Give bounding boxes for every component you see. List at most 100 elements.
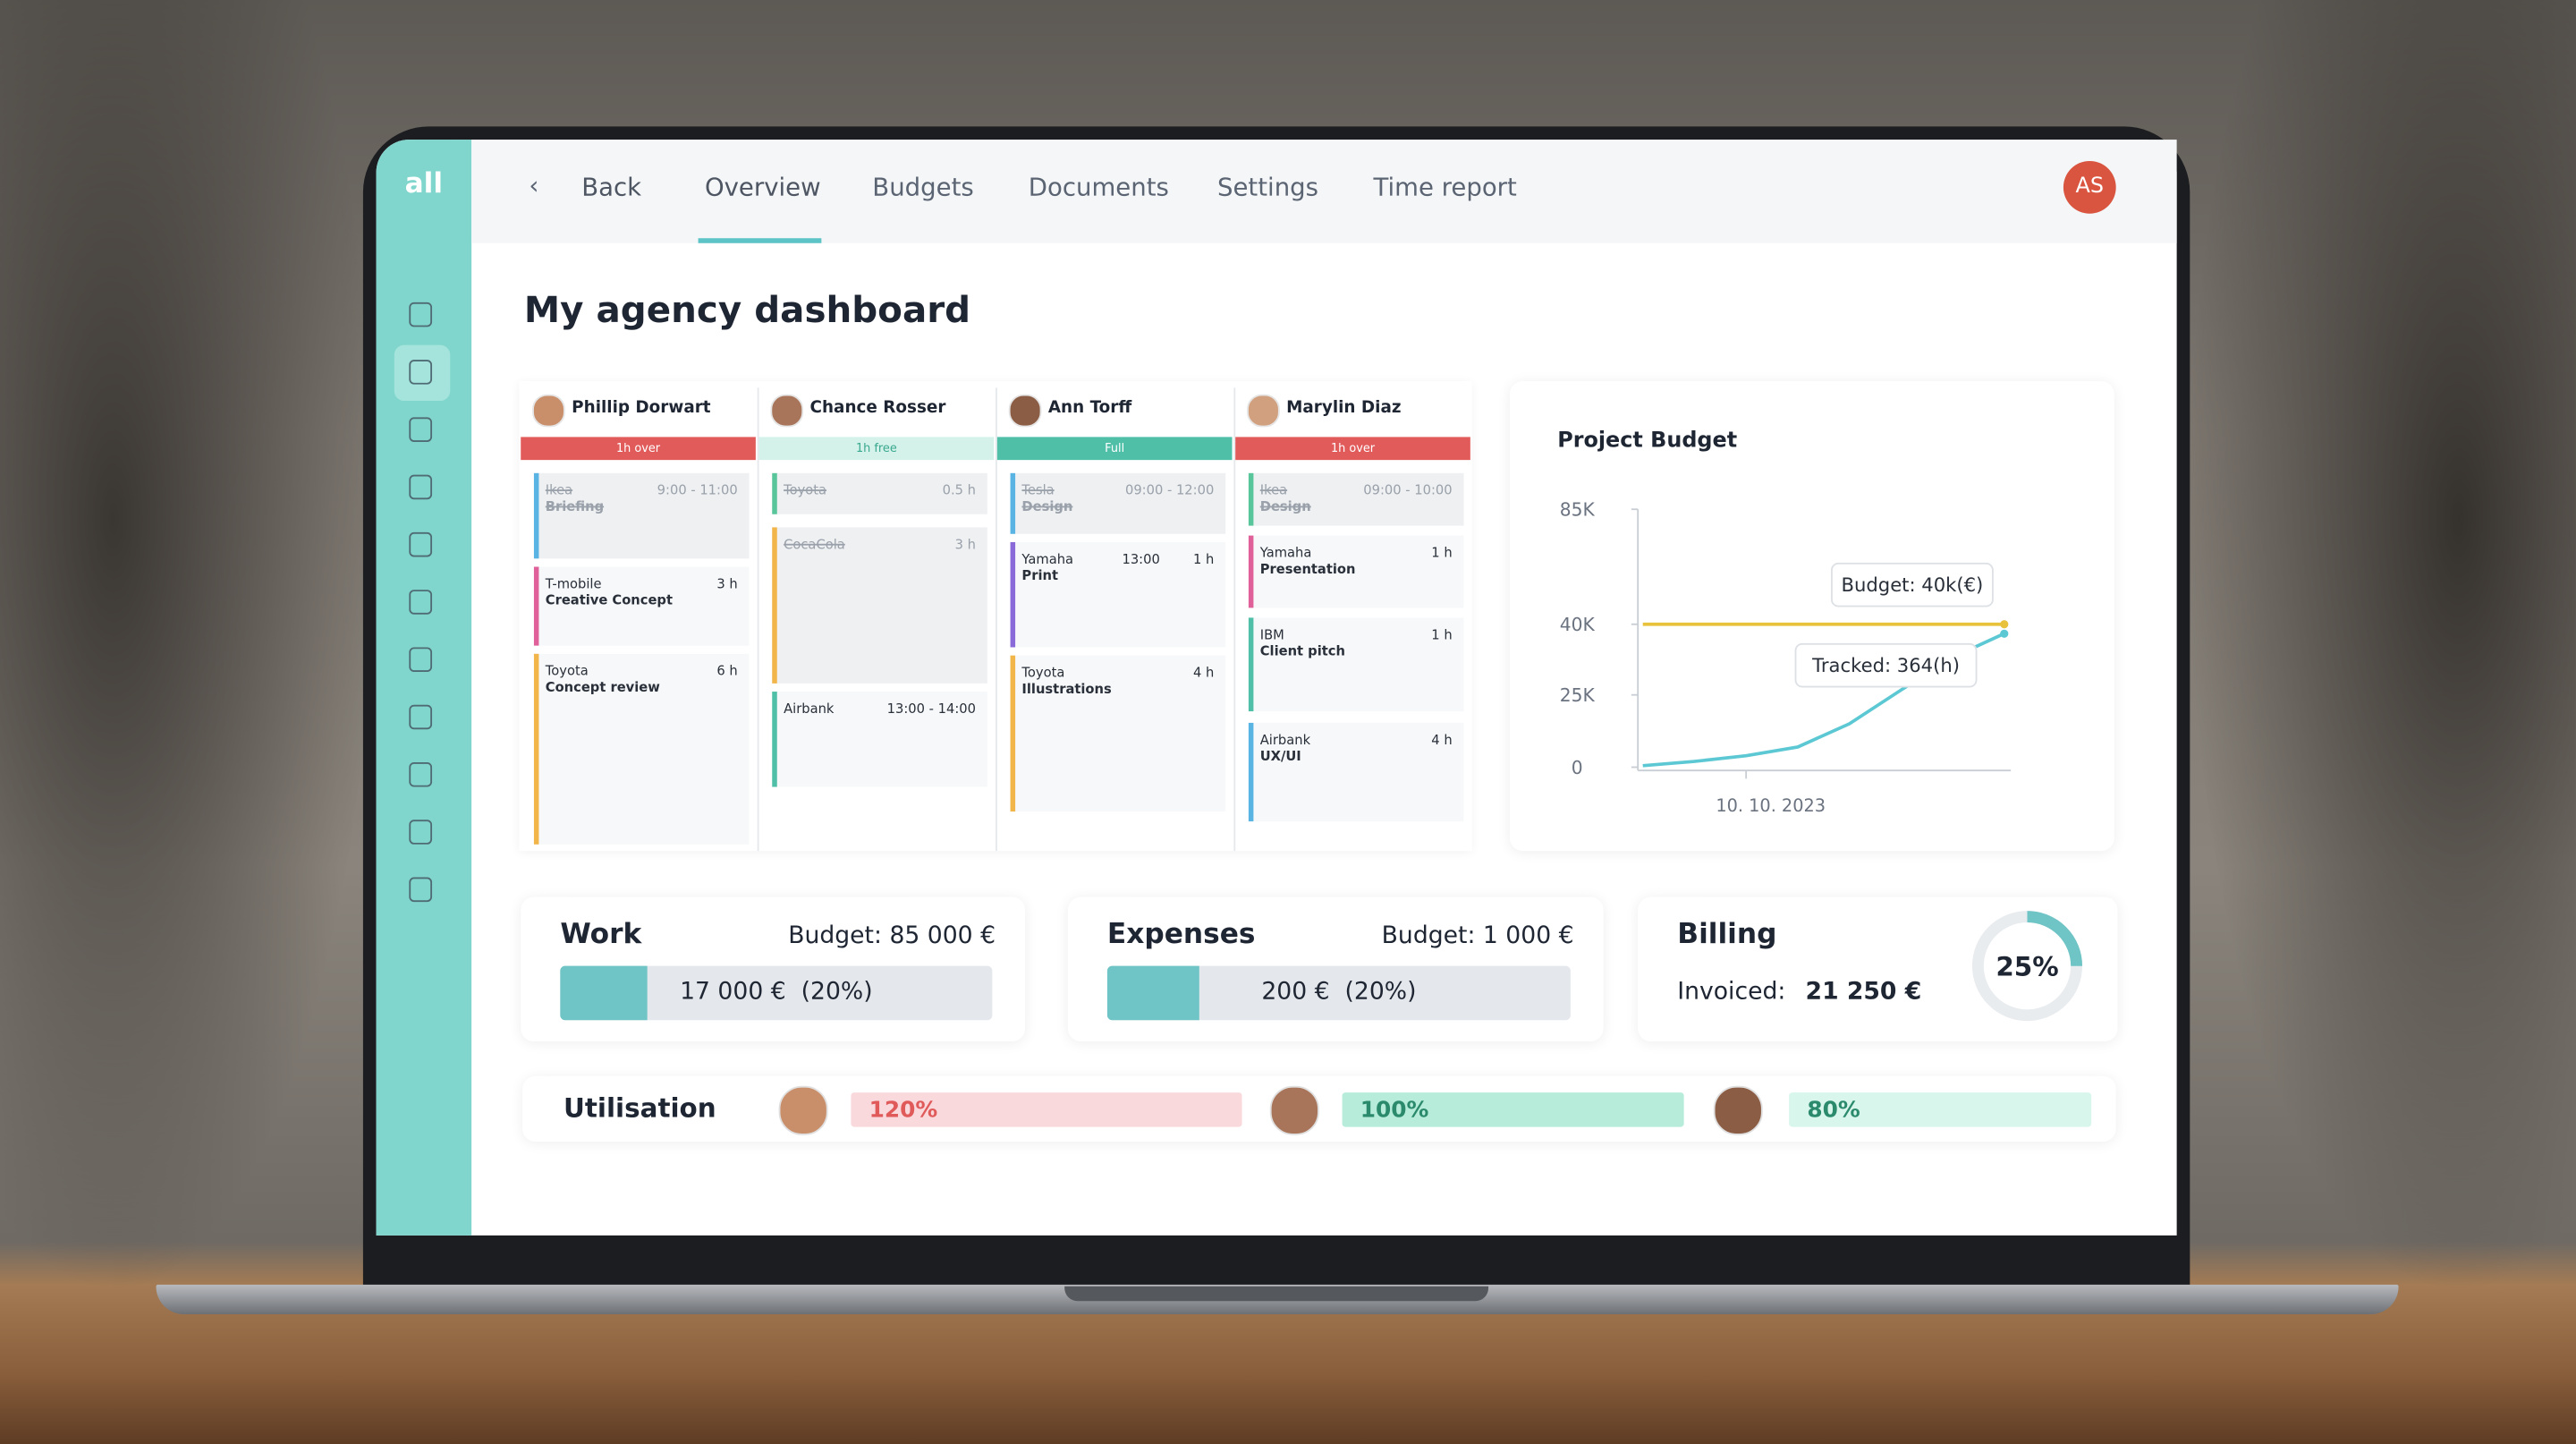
task-client: Yamaha xyxy=(1259,545,1312,561)
y-tick-label: 0 xyxy=(1572,757,1583,778)
sidebar xyxy=(376,140,472,1236)
donut-label: 25% xyxy=(1996,952,2058,982)
task-time: 6 h xyxy=(716,663,738,679)
end-dot xyxy=(2000,620,2009,629)
task-card[interactable] xyxy=(772,527,987,684)
sidebar-icon[interactable] xyxy=(409,474,433,500)
person-avatar xyxy=(770,394,804,428)
progress-label: 17 000 € (20%) xyxy=(680,979,873,1006)
task-time: 3 h xyxy=(716,576,738,592)
person-name: Ann Torff xyxy=(1047,399,1132,418)
sidebar-icon[interactable] xyxy=(409,302,433,327)
sidebar-active xyxy=(394,344,451,402)
avatar[interactable]: AS xyxy=(2063,160,2116,214)
invoiced-value: 21 250 € xyxy=(1805,979,1922,1006)
task-time: 4 h xyxy=(1192,665,1215,681)
card-title: Billing xyxy=(1677,918,1777,952)
page-title: My agency dashboard xyxy=(523,291,971,332)
back-arrow[interactable]: ‹ xyxy=(529,170,539,201)
nav-tab[interactable]: Time report xyxy=(1373,172,1517,202)
task-client: Airbank xyxy=(1259,732,1311,748)
task-time: 9:00 - 11:00 xyxy=(657,482,738,498)
person-name: Marylin Diaz xyxy=(1286,399,1402,418)
task-card[interactable] xyxy=(533,566,750,646)
task-name: Design xyxy=(1259,499,1311,514)
task-card[interactable] xyxy=(1010,472,1226,534)
utilisation-title: Utilisation xyxy=(563,1092,716,1124)
nav-back[interactable]: Back xyxy=(581,172,642,202)
person-name: Chance Rosser xyxy=(809,399,946,418)
nav-tab[interactable]: Documents xyxy=(1028,172,1169,202)
person-avatar xyxy=(1008,394,1042,428)
task-time: 3 h xyxy=(954,537,976,552)
task-time: 0.5 h xyxy=(942,482,976,498)
chart-card xyxy=(1509,380,2114,852)
status-bar: 1h free xyxy=(758,437,995,461)
tab-underline xyxy=(698,238,822,243)
task-time: 13:00 - 14:00 xyxy=(886,701,976,717)
annotation: Tracked: 364(h) xyxy=(1811,654,1960,676)
sidebar-icon[interactable] xyxy=(409,531,433,557)
status-bar: 1h over xyxy=(1235,437,1470,461)
nav-tab[interactable]: Settings xyxy=(1216,172,1319,202)
person-avatar xyxy=(778,1085,828,1135)
task-card[interactable] xyxy=(1248,472,1464,526)
logo[interactable]: all xyxy=(404,167,444,201)
task-time: 1 h xyxy=(1431,627,1453,642)
utilisation-label: 80% xyxy=(1807,1097,1860,1124)
task-client: CocaCola xyxy=(784,537,845,552)
task-card[interactable] xyxy=(1010,541,1226,648)
task-card[interactable] xyxy=(772,692,987,787)
task-card[interactable] xyxy=(772,472,987,514)
blur-left xyxy=(0,0,378,1298)
sidebar-icon[interactable] xyxy=(409,877,433,903)
card-title: Expenses xyxy=(1106,918,1256,952)
sidebar-icon[interactable] xyxy=(409,590,433,615)
task-client: Ikea xyxy=(545,482,573,498)
sidebar-icon[interactable] xyxy=(409,704,433,730)
annotation-box xyxy=(1831,562,1994,607)
sidebar-icon[interactable] xyxy=(409,647,433,673)
task-card[interactable] xyxy=(1248,535,1464,608)
task-name: Illustrations xyxy=(1021,682,1112,697)
task-card[interactable] xyxy=(533,472,750,559)
task-name: Briefing xyxy=(545,499,605,514)
task-client: Toyota xyxy=(784,482,827,498)
person-avatar xyxy=(1247,394,1280,428)
column-divider xyxy=(996,387,997,852)
task-client: Airbank xyxy=(784,701,835,717)
task-card[interactable] xyxy=(1010,655,1226,812)
utilisation-bar xyxy=(851,1092,1242,1127)
task-time: 1 h xyxy=(1431,545,1453,561)
task-client: Toyota xyxy=(1021,665,1065,681)
task-name: Concept review xyxy=(545,680,660,695)
person-avatar xyxy=(1713,1085,1763,1135)
nav-tab[interactable]: Overview xyxy=(704,172,821,202)
task-time: 4 h xyxy=(1431,732,1453,748)
nav-tab[interactable]: Budgets xyxy=(872,172,974,202)
task-card[interactable] xyxy=(533,653,750,845)
task-client: Toyota xyxy=(545,663,589,679)
utilisation-label: 120% xyxy=(869,1097,938,1124)
task-card[interactable] xyxy=(1248,617,1464,712)
y-tick-label: 25K xyxy=(1560,684,1596,706)
task-time: 1 h xyxy=(1192,551,1215,567)
sidebar-icon[interactable] xyxy=(409,417,433,442)
utilisation-bar xyxy=(1342,1092,1684,1127)
person-avatar xyxy=(1269,1085,1319,1135)
task-client: Yamaha xyxy=(1021,551,1074,567)
task-client: IBM xyxy=(1259,627,1284,642)
task-card[interactable] xyxy=(1248,722,1464,822)
task-name: UX/UI xyxy=(1259,749,1301,764)
progress-label: 200 € (20%) xyxy=(1261,979,1417,1006)
utilisation-bar xyxy=(1789,1092,2092,1127)
status-bar: Full xyxy=(996,437,1233,461)
annotation: Budget: 40k(€) xyxy=(1842,573,1984,596)
chart-title: Project Budget xyxy=(1557,429,1738,454)
sidebar-icon[interactable] xyxy=(409,761,433,787)
sidebar-icon[interactable] xyxy=(409,820,433,845)
card-budget: Budget: 85 000 € xyxy=(788,922,996,950)
task-name: Design xyxy=(1021,499,1073,514)
sidebar-icon[interactable] xyxy=(409,360,433,385)
y-tick-label: 85K xyxy=(1560,499,1596,521)
